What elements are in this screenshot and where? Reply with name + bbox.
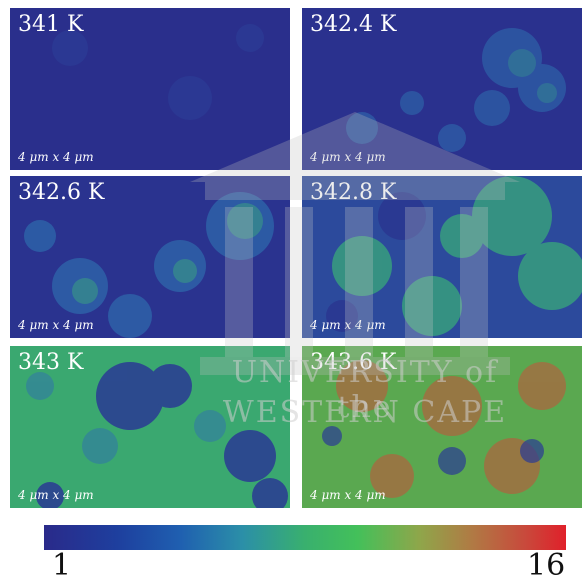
colorbar-min-label: 1 xyxy=(52,548,72,583)
texture-map xyxy=(302,346,582,508)
image-panel-342-6k: 342.6 K 4 μm x 4 μm xyxy=(10,176,290,338)
scale-label: 4 μm x 4 μm xyxy=(310,488,386,502)
texture-map xyxy=(302,176,582,338)
scale-label: 4 μm x 4 μm xyxy=(310,318,386,332)
scale-label: 4 μm x 4 μm xyxy=(18,488,94,502)
image-panel-342-4k: 342.4 K 4 μm x 4 μm xyxy=(302,8,582,170)
temperature-label: 342.4 K xyxy=(310,12,397,37)
texture-map xyxy=(302,8,582,170)
scale-label: 4 μm x 4 μm xyxy=(18,318,94,332)
texture-map xyxy=(10,346,290,508)
scale-label: 4 μm x 4 μm xyxy=(310,150,386,164)
temperature-label: 341 K xyxy=(18,12,84,37)
temperature-label: 342.6 K xyxy=(18,180,105,205)
texture-map xyxy=(10,8,290,170)
temperature-label: 343 K xyxy=(18,350,84,375)
watermark-line-2: WESTERN CAPE xyxy=(222,395,508,430)
image-panel-343-6k: 343.6 K 4 μm x 4 μm xyxy=(302,346,582,508)
colorbar-max-label: 16 xyxy=(527,548,566,583)
texture-map xyxy=(10,176,290,338)
watermark-line-1: UNIVERSITY of the xyxy=(231,355,499,425)
temperature-label: 342.8 K xyxy=(310,180,397,205)
image-panel-342-8k: 342.8 K 4 μm x 4 μm xyxy=(302,176,582,338)
image-panel-341k: 341 K 4 μm x 4 μm xyxy=(10,8,290,170)
image-panel-343k: 343 K 4 μm x 4 μm xyxy=(10,346,290,508)
colorbar xyxy=(44,525,566,550)
temperature-label: 343.6 K xyxy=(310,350,397,375)
scale-label: 4 μm x 4 μm xyxy=(18,150,94,164)
